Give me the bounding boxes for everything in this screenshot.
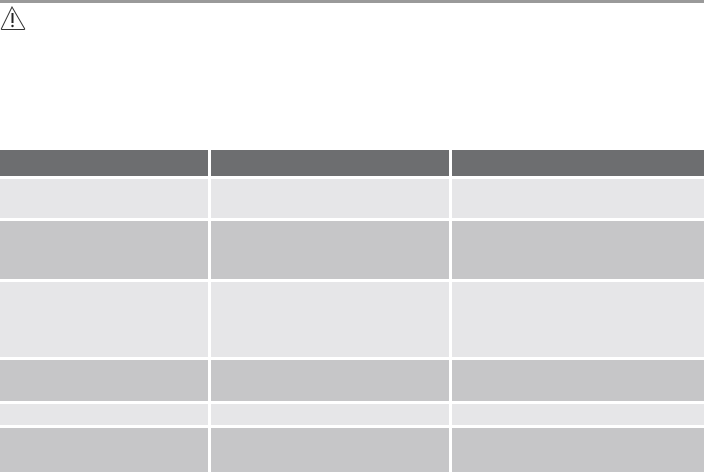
table-row bbox=[0, 179, 704, 218]
table-cell bbox=[0, 404, 208, 425]
table-cell bbox=[452, 282, 704, 357]
table-row bbox=[0, 428, 704, 472]
table-row bbox=[0, 221, 704, 279]
table-row bbox=[0, 404, 704, 425]
table-cell bbox=[452, 404, 704, 425]
table-cell bbox=[211, 282, 449, 357]
table-row bbox=[0, 282, 704, 357]
column-header bbox=[452, 150, 704, 176]
table-cell bbox=[452, 428, 704, 472]
table-cell bbox=[211, 179, 449, 218]
table-cell bbox=[452, 360, 704, 401]
table-cell bbox=[211, 221, 449, 279]
top-rule bbox=[0, 0, 704, 3]
table-cell bbox=[452, 179, 704, 218]
table-cell bbox=[0, 221, 208, 279]
table-cell bbox=[0, 179, 208, 218]
column-header bbox=[211, 150, 449, 176]
column-header bbox=[0, 150, 208, 176]
table-cell bbox=[211, 404, 449, 425]
table-cell bbox=[211, 360, 449, 401]
table-header-row bbox=[0, 150, 704, 176]
data-table bbox=[0, 147, 704, 475]
table-cell bbox=[452, 221, 704, 279]
table-cell bbox=[0, 282, 208, 357]
table-row bbox=[0, 360, 704, 401]
table-cell bbox=[0, 428, 208, 472]
warning-triangle-icon bbox=[0, 6, 26, 30]
table-cell bbox=[0, 360, 208, 401]
table-cell bbox=[211, 428, 449, 472]
